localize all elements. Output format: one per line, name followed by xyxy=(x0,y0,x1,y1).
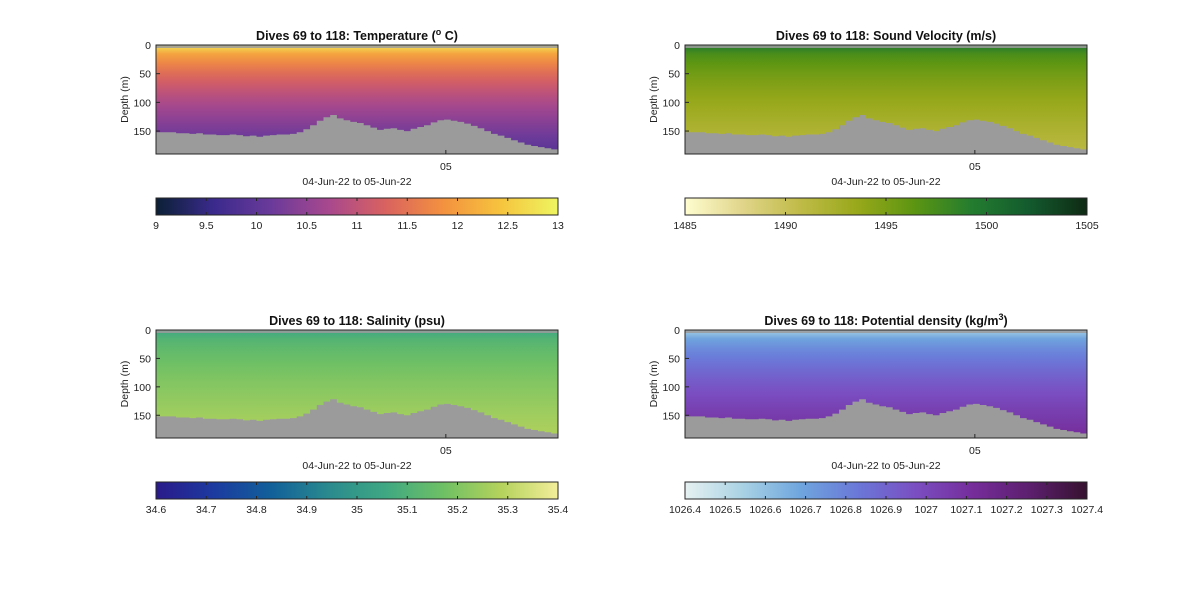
salinity-colorbar: 34.6 34.7 34.8 34.9 35 35.1 35.2 35.3 35.4 xyxy=(146,481,569,516)
temperature-colorbar-tick-label: 10 xyxy=(251,220,263,232)
salinity-colorbar-tick-label: 35.1 xyxy=(397,504,418,516)
sound-velocity-surface-gap xyxy=(685,45,1087,48)
potential-density-colorbar-tick-label: 1026.5 xyxy=(709,504,741,516)
potential-density-ytick-label: 50 xyxy=(668,353,680,365)
salinity-title: Dives 69 to 118: Salinity (psu) xyxy=(269,314,445,328)
sound-velocity-colorbar-tick-label: 1505 xyxy=(1075,220,1099,232)
potential-density-heatmap xyxy=(685,330,1087,438)
salinity-colorbar-tick-label: 34.9 xyxy=(297,504,318,516)
temperature-surface-gap xyxy=(156,45,558,48)
temperature-colorbar-tick-label: 11.5 xyxy=(397,220,417,232)
sound-velocity-colorbar: 1485 1490 1495 1500 1505 xyxy=(673,197,1099,232)
potential-density-colorbar-tick-label: 1027 xyxy=(915,504,939,516)
sound-velocity-ytick-label: 100 xyxy=(662,97,680,109)
sound-velocity-colorbar-tick-label: 1485 xyxy=(673,220,697,232)
salinity-ylabel: Depth (m) xyxy=(119,361,131,408)
potential-density-colorbar-tick-label: 1027.1 xyxy=(950,504,982,516)
potential-density-colorbar-tick-label: 1026.9 xyxy=(870,504,902,516)
sound-velocity-ytick-label: 150 xyxy=(662,126,680,138)
temperature-seafloor xyxy=(156,115,558,154)
potential-density-colorbar: 1026.4 1026.5 1026.6 1026.7 1026.8 1026.9 1027… xyxy=(669,481,1103,516)
potential-density-colorbar-tick-label: 1026.4 xyxy=(669,504,701,516)
sound-velocity-xlabel: 04-Jun-22 to 05-Jun-22 xyxy=(831,176,940,188)
potential-density-ytick-label: 100 xyxy=(662,382,680,394)
salinity-ytick-label: 50 xyxy=(139,353,151,365)
temperature-colorbar-tick-label: 13 xyxy=(552,220,564,232)
sound-velocity-xtick-label: 05 xyxy=(969,161,981,173)
potential-density-colorbar-tick-label: 1027.2 xyxy=(991,504,1023,516)
temperature-axes-frame xyxy=(155,44,559,155)
sound-velocity-colorbar-tick-label: 1500 xyxy=(975,220,999,232)
sound-velocity-ylabel: Depth (m) xyxy=(648,76,660,123)
salinity-ytick-label: 0 xyxy=(145,325,151,337)
temperature-title: Dives 69 to 118: Temperature (o C) xyxy=(256,27,458,43)
salinity-colorbar-tick-label: 35.2 xyxy=(447,504,468,516)
sound-velocity-title: Dives 69 to 118: Sound Velocity (m/s) xyxy=(776,29,996,43)
salinity-seafloor xyxy=(156,399,558,438)
temperature-colorbar-tick-label: 10.5 xyxy=(297,220,318,232)
potential-density-seafloor xyxy=(685,399,1087,438)
salinity-ytick-label: 100 xyxy=(133,382,151,394)
temperature-colorbar-tick-label: 9 xyxy=(153,220,159,232)
sound-velocity-colorbar-tick-label: 1495 xyxy=(874,220,898,232)
temperature-ytick-label: 50 xyxy=(139,69,151,81)
temperature-heatmap xyxy=(156,45,558,154)
potential-density-surface-gap xyxy=(685,330,1087,333)
sound-velocity-seafloor xyxy=(685,115,1087,154)
salinity-xtick-label: 05 xyxy=(440,445,452,457)
temperature-xlabel: 04-Jun-22 to 05-Jun-22 xyxy=(302,176,411,188)
potential-density-colorbar-tick-label: 1026.6 xyxy=(749,504,781,516)
potential-density-ytick-label: 0 xyxy=(674,325,680,337)
temperature-ylabel: Depth (m) xyxy=(119,76,131,123)
temperature-colorbar-tick-label: 9.5 xyxy=(199,220,214,232)
salinity-colorbar-tick-label: 35.3 xyxy=(498,504,519,516)
potential-density-xtick-label: 05 xyxy=(969,445,981,457)
salinity-colorbar-tick-label: 34.6 xyxy=(146,504,167,516)
salinity-heatmap xyxy=(156,330,558,438)
sound-velocity-ytick-label: 0 xyxy=(674,40,680,52)
potential-density-panel: Dives 69 to 118: Potential density (kg/m… xyxy=(648,312,1103,516)
salinity-xlabel: 04-Jun-22 to 05-Jun-22 xyxy=(302,460,411,472)
salinity-axes-frame xyxy=(155,329,559,439)
potential-density-ylabel: Depth (m) xyxy=(648,361,660,408)
sound-velocity-panel: Dives 69 to 118: Sound Velocity (m/s) De… xyxy=(648,29,1099,232)
sound-velocity-heatmap xyxy=(685,45,1087,154)
potential-density-colorbar-tick-label: 1026.8 xyxy=(830,504,862,516)
temperature-colorbar-tick-label: 12 xyxy=(452,220,464,232)
salinity-surface-gap xyxy=(156,330,558,333)
salinity-colorbar-tick-label: 34.7 xyxy=(196,504,217,516)
temperature-colorbar: 9 9.5 10 10.5 11 11.5 12 12.5 13 xyxy=(153,197,564,232)
salinity-colorbar-tick-label: 35.4 xyxy=(548,504,569,516)
temperature-ytick-label: 150 xyxy=(133,126,151,138)
sound-velocity-colorbar-tick-label: 1490 xyxy=(774,220,798,232)
potential-density-title: Dives 69 to 118: Potential density (kg/m… xyxy=(764,312,1007,328)
salinity-ytick-label: 150 xyxy=(133,410,151,422)
temperature-ytick-label: 0 xyxy=(145,40,151,52)
sound-velocity-axes-frame xyxy=(684,44,1088,155)
salinity-colorbar-tick-label: 35 xyxy=(351,504,363,516)
temperature-panel: Dives 69 to 118: Temperature (o C) Depth… xyxy=(119,27,564,232)
potential-density-colorbar-tick-label: 1026.7 xyxy=(790,504,822,516)
potential-density-xlabel: 04-Jun-22 to 05-Jun-22 xyxy=(831,460,940,472)
salinity-panel: Dives 69 to 118: Salinity (psu) Depth (m… xyxy=(119,314,568,516)
potential-density-colorbar-tick-label: 1027.3 xyxy=(1031,504,1063,516)
temperature-xtick-label: 05 xyxy=(440,161,452,173)
salinity-colorbar-tick-label: 34.8 xyxy=(246,504,267,516)
potential-density-ytick-label: 150 xyxy=(662,410,680,422)
temperature-colorbar-tick-label: 11 xyxy=(352,220,363,232)
sound-velocity-ytick-label: 50 xyxy=(668,69,680,81)
temperature-ytick-label: 100 xyxy=(133,97,151,109)
temperature-colorbar-tick-label: 12.5 xyxy=(498,220,519,232)
potential-density-axes-frame xyxy=(684,329,1088,439)
potential-density-colorbar-tick-label: 1027.4 xyxy=(1071,504,1103,516)
